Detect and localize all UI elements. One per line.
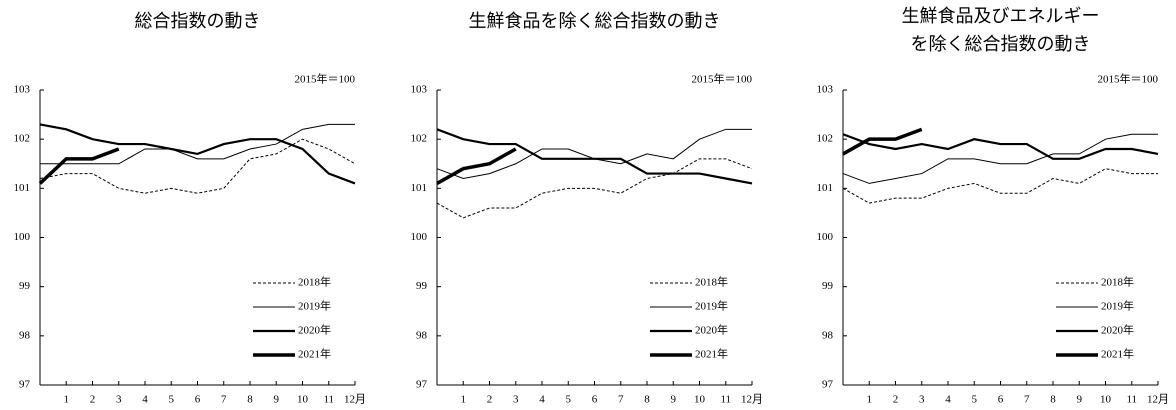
x-tick-label: 12月 [344, 394, 366, 406]
legend-label: 2020年 [1101, 323, 1134, 337]
x-tick-label: 2 [893, 394, 899, 406]
chart-title: 総合指数の動き [135, 11, 261, 32]
x-tick-label: 8 [1050, 394, 1056, 406]
series-line [39, 138, 356, 194]
chart-title: 生鮮食品及びエネルギー [902, 6, 1100, 27]
y-tick-label: 101 [411, 182, 428, 194]
y-tick-label: 101 [817, 182, 834, 194]
x-tick-label: 1 [64, 394, 70, 406]
y-tick-label: 97 [822, 379, 834, 391]
x-tick-label: 4 [539, 394, 545, 406]
annotation: 2015年＝100 [692, 72, 753, 86]
legend-label: 2020年 [695, 323, 728, 337]
x-tick-label: 6 [195, 394, 201, 406]
x-tick-label: 3 [513, 394, 519, 406]
x-tick-label: 6 [998, 394, 1004, 406]
series-line [842, 133, 1158, 184]
legend-label: 2019年 [695, 299, 728, 313]
x-tick-label: 6 [592, 394, 598, 406]
x-tick-label: 1 [461, 394, 467, 406]
y-tick-label: 97 [416, 379, 428, 391]
x-tick-label: 10 [1100, 394, 1112, 406]
x-tick-label: 10 [297, 394, 309, 406]
y-tick-label: 101 [14, 182, 31, 194]
x-tick-label: 7 [618, 394, 624, 406]
chart-title: 生鮮食品を除く総合指数の動き [469, 11, 721, 32]
x-tick-label: 9 [274, 394, 280, 406]
legend-label: 2021年 [695, 347, 728, 361]
y-tick-label: 100 [817, 231, 834, 243]
legend-label: 2019年 [1101, 299, 1134, 313]
series-line [38, 147, 120, 185]
legend-label: 2021年 [1101, 347, 1134, 361]
y-tick-label: 103 [411, 84, 428, 96]
x-tick-label: 8 [644, 394, 650, 406]
series-line [436, 158, 753, 219]
series-line [40, 123, 355, 165]
y-tick-label: 100 [14, 231, 31, 243]
x-tick-label: 2 [90, 394, 96, 406]
legend-label: 2018年 [298, 275, 331, 289]
x-tick-label: 1 [867, 394, 873, 406]
x-tick-label: 2 [487, 394, 493, 406]
y-tick-label: 97 [19, 379, 31, 391]
series-line [436, 128, 753, 185]
y-tick-label: 100 [411, 231, 428, 243]
x-tick-label: 5 [169, 394, 175, 406]
y-tick-label: 102 [14, 133, 31, 145]
y-tick-label: 98 [416, 329, 428, 341]
series-line [842, 127, 923, 156]
x-tick-label: 9 [671, 394, 677, 406]
series-line [842, 133, 1159, 160]
series-line [436, 128, 752, 180]
x-tick-label: 12月 [741, 394, 763, 406]
x-tick-label: 12月 [1147, 394, 1169, 406]
x-tick-label: 7 [221, 394, 227, 406]
y-tick-label: 99 [822, 280, 834, 292]
y-tick-label: 99 [416, 280, 428, 292]
x-tick-label: 11 [1126, 394, 1137, 406]
legend-label: 2018年 [695, 275, 728, 289]
legend-label: 2021年 [298, 347, 331, 361]
annotation: 2015年＝100 [295, 72, 356, 86]
y-tick-label: 102 [817, 133, 834, 145]
series-line [842, 168, 1158, 204]
x-tick-label: 10 [694, 394, 706, 406]
x-tick-label: 4 [945, 394, 951, 406]
x-tick-label: 11 [720, 394, 731, 406]
chart-title: を除く総合指数の動き [911, 34, 1091, 55]
x-tick-label: 8 [247, 394, 253, 406]
y-tick-label: 102 [411, 133, 428, 145]
series-line [436, 147, 517, 185]
x-tick-label: 5 [972, 394, 978, 406]
y-tick-label: 103 [14, 84, 31, 96]
y-tick-label: 103 [817, 84, 834, 96]
x-tick-label: 4 [142, 394, 148, 406]
legend-label: 2019年 [298, 299, 331, 313]
annotation: 2015年＝100 [1098, 72, 1159, 86]
x-tick-label: 7 [1024, 394, 1030, 406]
y-tick-label: 98 [822, 329, 834, 341]
legend-label: 2018年 [1101, 275, 1134, 289]
series-line [39, 123, 356, 185]
x-tick-label: 3 [919, 394, 925, 406]
y-tick-label: 99 [19, 280, 31, 292]
x-tick-label: 3 [116, 394, 122, 406]
x-tick-label: 9 [1077, 394, 1083, 406]
x-tick-label: 5 [566, 394, 572, 406]
x-tick-label: 11 [323, 394, 334, 406]
y-tick-label: 98 [19, 329, 31, 341]
legend-label: 2020年 [298, 323, 331, 337]
